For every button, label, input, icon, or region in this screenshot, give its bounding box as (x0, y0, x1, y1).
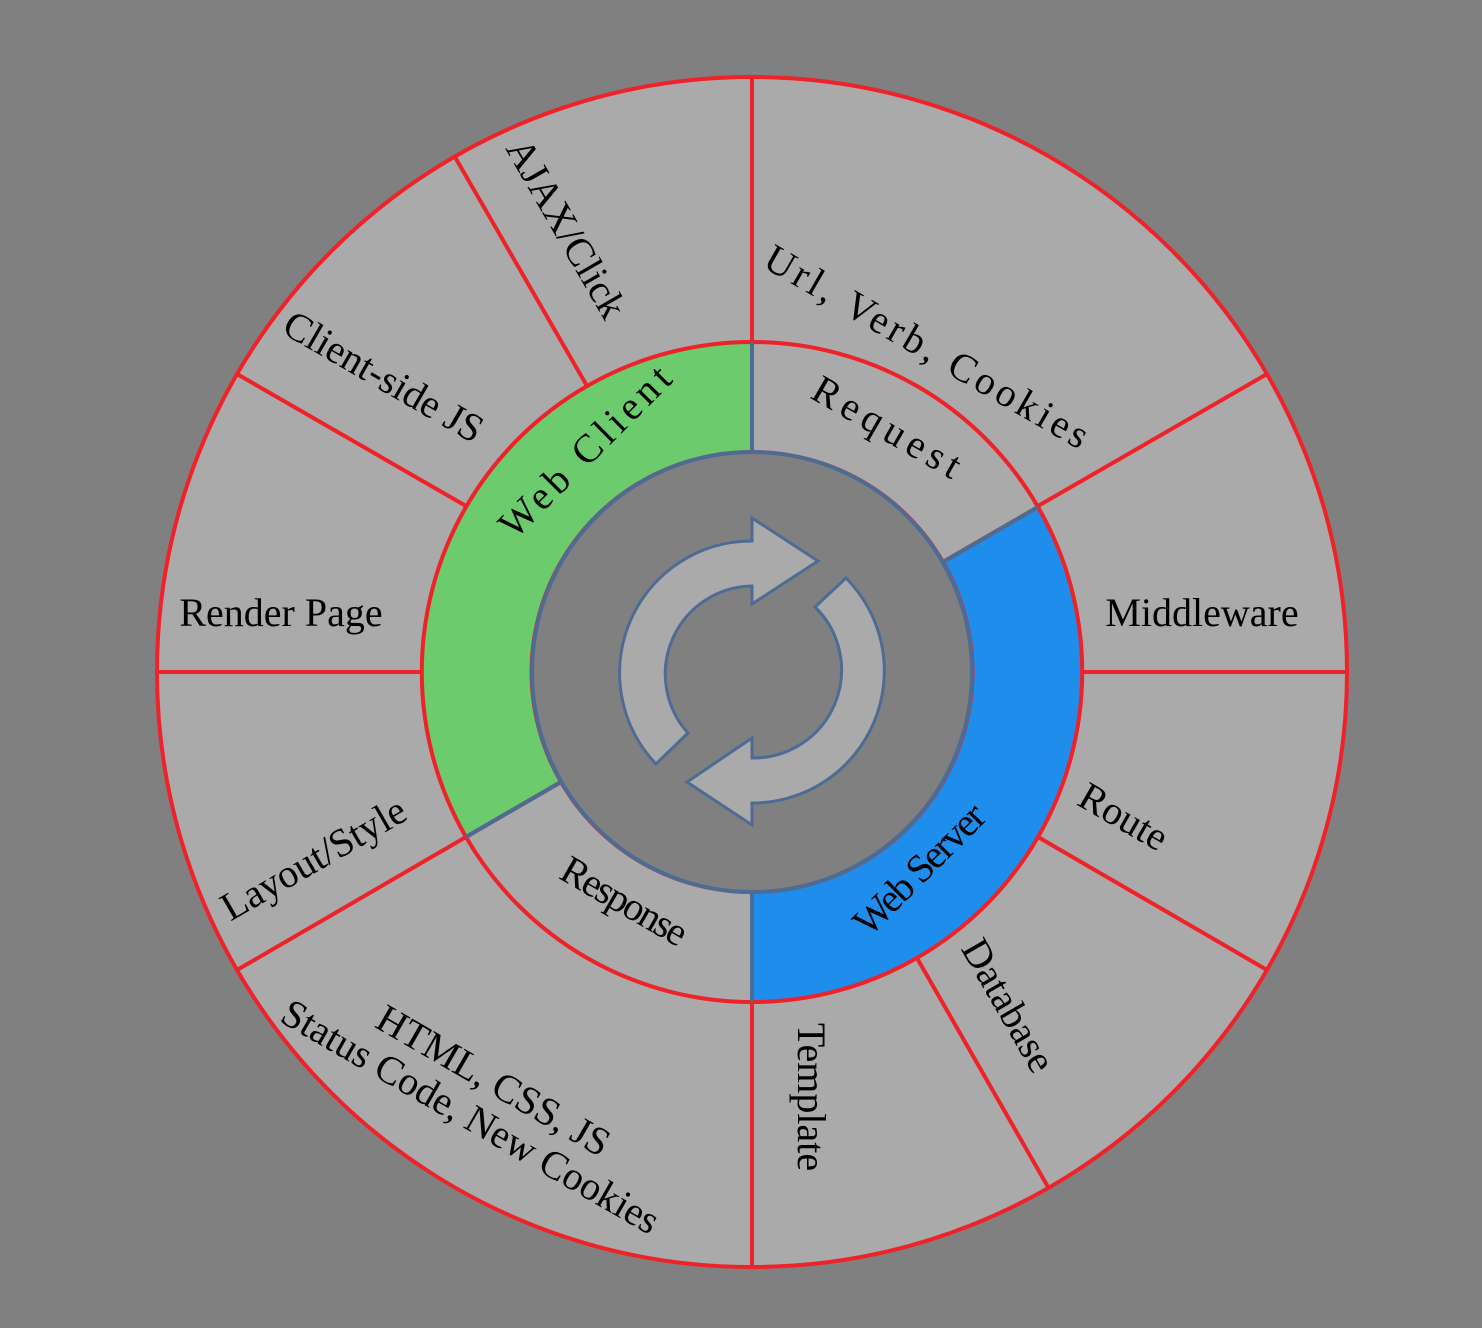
middle-ring-dividers (464, 342, 1040, 1002)
template-label: Template (789, 1023, 834, 1171)
outer-ring-dividers (157, 77, 1347, 1267)
center-circle (530, 450, 974, 894)
render-page-label: Render Page (179, 590, 382, 635)
middleware-label: Middleware (1105, 590, 1298, 635)
refresh-cycle-icon (618, 515, 886, 828)
